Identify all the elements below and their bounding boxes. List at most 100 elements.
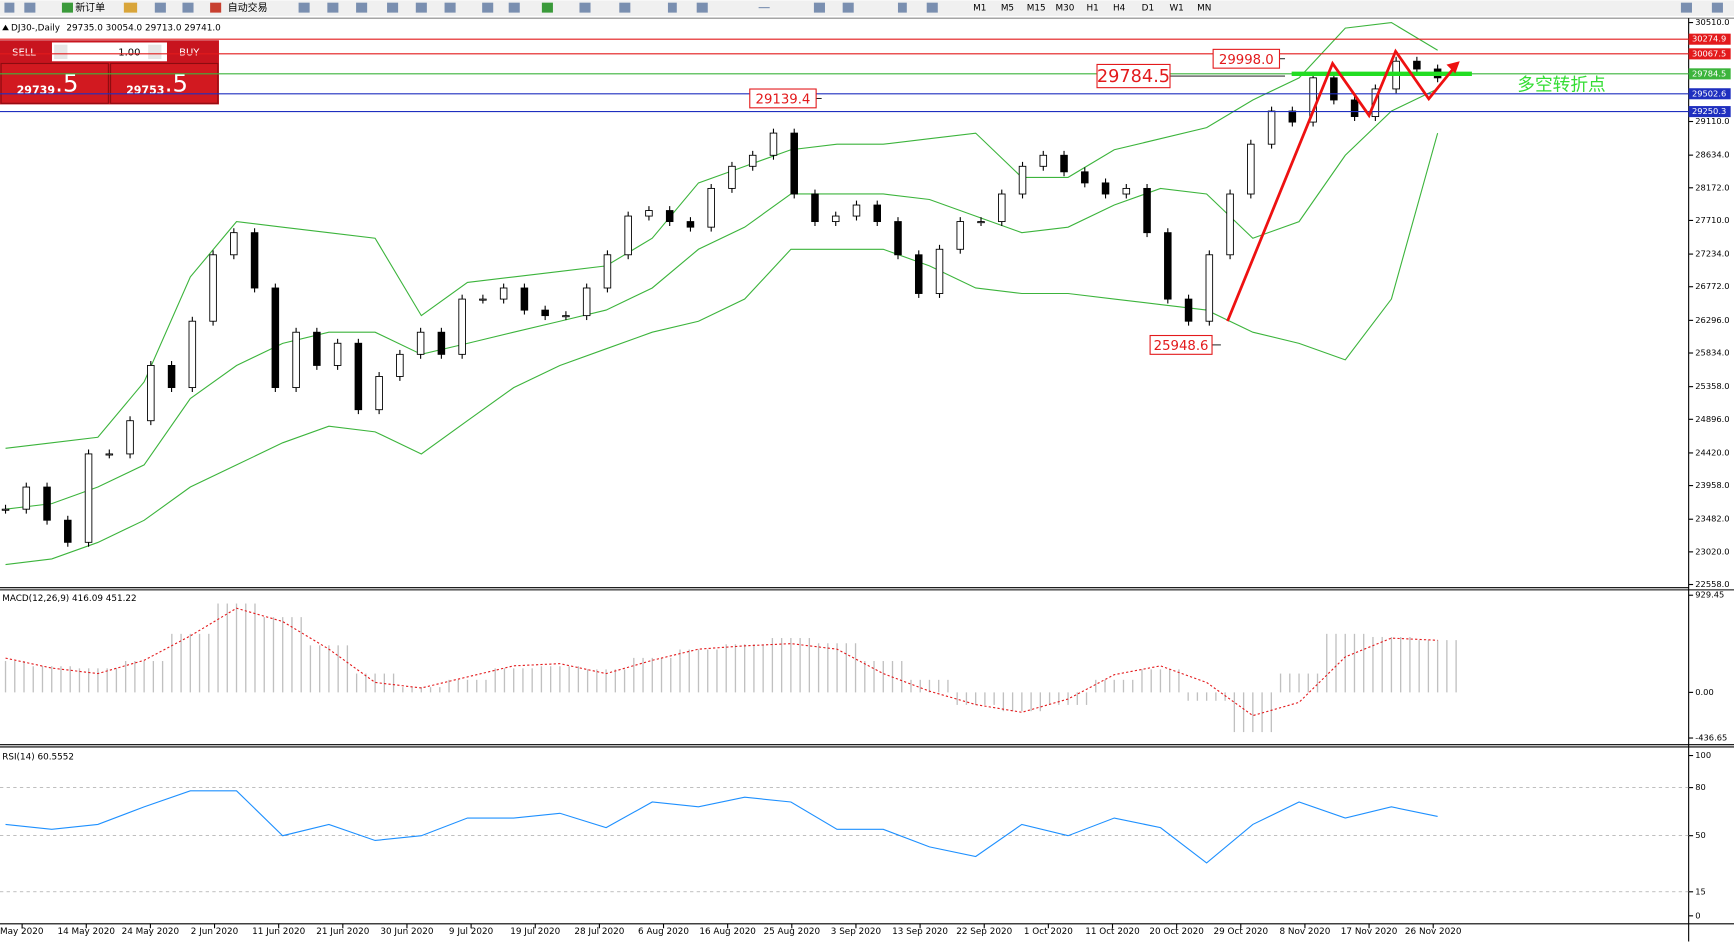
annotation-label: 29998.0 — [1219, 53, 1274, 68]
x-tick-label: 1 Oct 2020 — [1024, 927, 1073, 937]
price-tag-label: 29250.3 — [1692, 106, 1726, 116]
timeframe-button[interactable]: M30 — [1056, 4, 1075, 14]
candle-body — [437, 331, 446, 355]
timeframe-button[interactable]: H1 — [1086, 4, 1098, 14]
buy-label[interactable]: BUY — [179, 47, 200, 58]
candle-body — [1413, 60, 1421, 70]
lot-value[interactable]: 1.00 — [118, 47, 140, 58]
x-tick-label: 11 Jun 2020 — [252, 927, 305, 937]
y-tick-label: 23958.0 — [1695, 480, 1729, 490]
candle-body — [354, 342, 363, 411]
x-tick-label: 6 Aug 2020 — [638, 927, 689, 937]
x-tick-label: 28 Jul 2020 — [574, 927, 624, 937]
lot-down[interactable] — [54, 44, 68, 60]
candle-body — [1288, 110, 1297, 123]
candle-body — [873, 204, 882, 223]
candle-body — [64, 519, 72, 543]
candle-body — [852, 204, 861, 217]
indicator-line — [5, 88, 1438, 510]
timeframe-button[interactable]: H4 — [1113, 4, 1126, 14]
toolbar-icons — [4, 2, 1723, 13]
x-tick-label: 8 Nov 2020 — [1279, 927, 1330, 937]
price-tag — [1688, 48, 1731, 60]
buy-price-fraction[interactable]: .5 — [165, 68, 188, 97]
candle-body — [790, 132, 798, 195]
candle-body — [624, 215, 632, 256]
x-tick-label: May 2020 — [0, 927, 44, 937]
y-tick-label: 0.00 — [1695, 687, 1713, 697]
y-tick-label: 15 — [1695, 886, 1706, 896]
candle-body — [1184, 298, 1193, 322]
y-tick-label: 30510.0 — [1695, 17, 1729, 27]
x-tick-label: 25 Aug 2020 — [764, 927, 821, 937]
buy-price[interactable]: 29753 — [126, 84, 164, 97]
candle-body — [230, 232, 238, 256]
annotation-box — [749, 88, 817, 109]
candle-body — [1018, 165, 1027, 195]
candle-body — [396, 353, 404, 377]
y-tick-label: 23482.0 — [1695, 514, 1729, 524]
trend-arrow — [1226, 48, 1459, 322]
sell-label[interactable]: SELL — [12, 47, 36, 58]
auto-trading-button[interactable]: 自动交易 — [228, 1, 268, 14]
candle-body — [479, 298, 487, 301]
candle-body — [1143, 187, 1151, 234]
rsi-title: RSI(14) 60.5552 — [2, 752, 74, 762]
sell-button[interactable] — [0, 62, 109, 104]
candle-body — [956, 221, 965, 250]
macd-title: MACD(12,26,9) 416.09 451.22 — [2, 594, 136, 604]
candle-body — [1247, 143, 1255, 195]
candle-body — [1267, 110, 1276, 145]
collapse-icon — [2, 24, 9, 31]
timeframe-button[interactable]: M15 — [1027, 4, 1046, 14]
price-tag — [1688, 106, 1731, 118]
y-tick-label: 29110.0 — [1695, 116, 1729, 126]
indicator-line — [5, 790, 1438, 864]
y-tick-label: 50 — [1695, 830, 1706, 840]
candle-body — [894, 221, 902, 256]
price-tag — [1688, 33, 1731, 45]
y-tick-label: 26296.0 — [1695, 315, 1729, 325]
candle-body — [43, 486, 51, 521]
candle-body — [541, 309, 549, 317]
sell-price[interactable]: 29739 — [17, 84, 55, 97]
candle-body — [22, 486, 31, 510]
y-tick-label: 22558.0 — [1695, 579, 1729, 589]
candle-body — [313, 331, 321, 366]
timeframe-button[interactable]: MN — [1197, 4, 1211, 14]
candle-body — [707, 187, 715, 228]
toolbar — [0, 0, 1734, 16]
candle-body — [977, 221, 985, 224]
annotation-label: 25948.6 — [1154, 339, 1209, 354]
timeframe-button[interactable]: M1 — [973, 4, 986, 14]
candle-body — [1350, 99, 1359, 118]
candle-body — [1039, 154, 1048, 167]
sell-price-fraction[interactable]: .5 — [55, 68, 78, 97]
candle-body — [1205, 254, 1214, 322]
y-tick-label: 23020.0 — [1695, 546, 1729, 556]
candle-body — [914, 254, 923, 294]
timeframe-button[interactable]: M5 — [1001, 4, 1014, 14]
candle-body — [1330, 77, 1338, 101]
annotation-box — [1096, 63, 1171, 89]
timeframe-button[interactable]: W1 — [1169, 4, 1183, 14]
price-tag-label: 30067.5 — [1692, 48, 1726, 58]
candle-body — [167, 365, 176, 389]
lot-up[interactable] — [148, 44, 162, 60]
candle-body — [811, 193, 819, 223]
candle-body — [582, 287, 591, 317]
y-tick-label: 24896.0 — [1695, 414, 1729, 424]
new-order-button[interactable]: 新订单 — [75, 1, 105, 14]
y-tick-label: 25834.0 — [1695, 348, 1729, 358]
candle-body — [935, 248, 944, 294]
candle-body — [686, 221, 695, 228]
price-tag — [1688, 68, 1731, 80]
candle-body — [188, 320, 197, 389]
x-tick-label: 22 Sep 2020 — [956, 927, 1012, 937]
timeframe-button[interactable]: D1 — [1142, 4, 1154, 14]
candle-body — [1101, 182, 1110, 195]
candle-body — [998, 193, 1006, 223]
x-tick-label: 2 Jun 2020 — [191, 927, 239, 937]
lot-box[interactable] — [51, 42, 167, 62]
buy-button[interactable] — [110, 62, 219, 104]
